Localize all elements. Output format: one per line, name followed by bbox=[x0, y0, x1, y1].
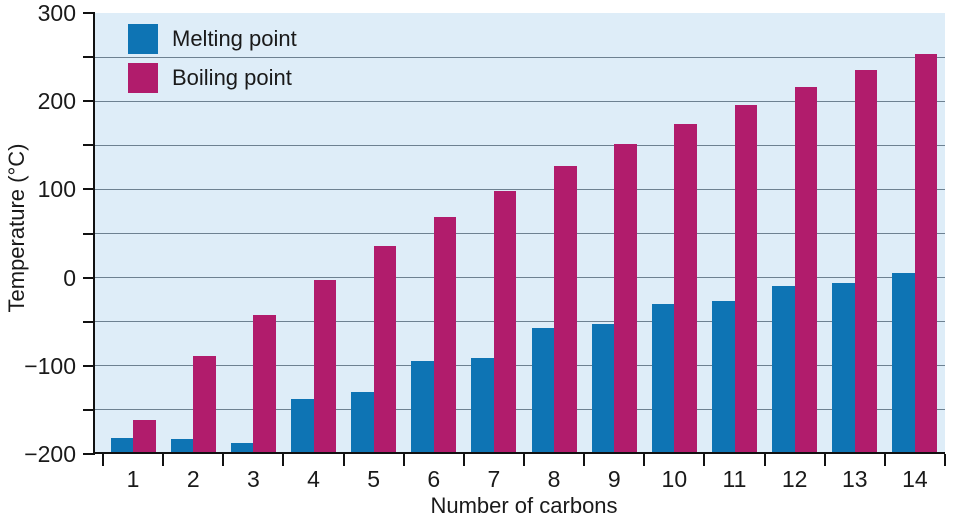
gridline bbox=[95, 56, 945, 58]
y-tick-label: −100 bbox=[24, 352, 76, 379]
x-tick-label: 9 bbox=[607, 466, 621, 492]
x-tick-label: 10 bbox=[661, 466, 688, 492]
y-tick-mark bbox=[83, 188, 95, 191]
gridline bbox=[95, 100, 945, 102]
x-tick-label: 6 bbox=[427, 466, 441, 492]
y-tick-mark bbox=[83, 144, 95, 147]
x-tick-label: 2 bbox=[186, 466, 200, 492]
bar-melting-point bbox=[351, 392, 374, 454]
x-tick-mark bbox=[402, 454, 405, 466]
gridline bbox=[95, 277, 945, 279]
bar-melting-point bbox=[772, 286, 795, 454]
x-tick-mark bbox=[583, 454, 586, 466]
bar-boiling-point bbox=[193, 356, 216, 454]
bar-melting-point bbox=[712, 300, 735, 454]
y-axis-line bbox=[93, 13, 95, 454]
y-axis-title: Temperature (°C) bbox=[4, 143, 29, 313]
bar-melting-point bbox=[651, 304, 675, 454]
x-axis-title: Number of carbons bbox=[430, 493, 618, 518]
legend-label-melting-point: Melting point bbox=[172, 26, 297, 51]
bar-boiling-point bbox=[914, 53, 938, 454]
y-tick-mark bbox=[83, 320, 95, 323]
bar-boiling-point bbox=[614, 144, 637, 454]
x-tick-mark bbox=[282, 454, 285, 466]
gridline bbox=[95, 365, 945, 367]
x-tick-mark bbox=[102, 454, 104, 466]
x-tick-mark bbox=[462, 454, 465, 466]
bar-boiling-point bbox=[373, 245, 397, 454]
x-tick-label: 3 bbox=[246, 466, 260, 492]
y-tick-mark bbox=[83, 408, 95, 411]
bar-melting-point bbox=[291, 399, 314, 454]
x-tick-label: 8 bbox=[547, 466, 561, 492]
bar-melting-point bbox=[230, 443, 254, 454]
bar-boiling-point bbox=[674, 124, 697, 454]
x-tick-mark bbox=[222, 454, 225, 466]
bar-boiling-point bbox=[854, 70, 878, 454]
bar-melting-point bbox=[591, 324, 615, 454]
x-tick-mark bbox=[342, 454, 345, 466]
y-tick-label: 200 bbox=[37, 88, 76, 115]
x-tick-label: 13 bbox=[841, 466, 868, 492]
y-tick-mark bbox=[83, 364, 95, 367]
y-tick-label: 100 bbox=[37, 176, 76, 203]
x-tick-label: 1 bbox=[126, 466, 140, 492]
bar-melting-point bbox=[832, 282, 855, 454]
gridline bbox=[95, 409, 945, 411]
y-tick-mark bbox=[83, 12, 95, 14]
bar-boiling-point bbox=[794, 87, 818, 454]
x-tick-mark bbox=[883, 454, 886, 466]
x-tick-mark bbox=[162, 454, 165, 466]
bar-melting-point bbox=[110, 438, 134, 454]
legend-item-boiling-point: Boiling point bbox=[128, 63, 297, 93]
bar-boiling-point bbox=[433, 216, 457, 454]
x-tick-mark bbox=[643, 454, 646, 466]
legend-label-boiling-point: Boiling point bbox=[172, 65, 292, 90]
bar-melting-point bbox=[170, 439, 194, 454]
x-tick-label: 11 bbox=[722, 466, 747, 492]
bar-melting-point bbox=[471, 357, 494, 454]
bar-melting-point bbox=[411, 361, 434, 454]
bar-boiling-point bbox=[554, 166, 577, 454]
bar-melting-point bbox=[892, 273, 915, 454]
x-tick-label: 7 bbox=[487, 466, 501, 492]
bar-boiling-point bbox=[253, 314, 276, 454]
y-tick-mark bbox=[83, 232, 95, 235]
legend: Melting point Boiling point bbox=[128, 24, 297, 102]
x-tick-label: 12 bbox=[781, 466, 808, 492]
x-axis-line bbox=[93, 452, 945, 454]
bar-boiling-point bbox=[133, 420, 156, 454]
y-tick-mark bbox=[83, 276, 95, 279]
x-tick-label: 4 bbox=[307, 466, 320, 492]
bar-boiling-point bbox=[493, 191, 517, 454]
x-tick-mark bbox=[523, 454, 525, 466]
gridline bbox=[95, 144, 945, 146]
x-tick-mark bbox=[763, 454, 766, 466]
x-tick-label: 14 bbox=[902, 466, 928, 492]
y-tick-label: −200 bbox=[24, 441, 76, 467]
y-tick-mark bbox=[83, 56, 95, 59]
y-tick-mark bbox=[83, 100, 95, 103]
gridline bbox=[95, 188, 945, 190]
y-tick-mark bbox=[83, 453, 95, 455]
gridline bbox=[95, 321, 945, 323]
boiling-point-swatch bbox=[128, 63, 158, 93]
y-tick-label: 0 bbox=[63, 264, 76, 291]
x-tick-mark bbox=[703, 454, 706, 466]
gridline bbox=[95, 233, 945, 234]
x-tick-label: 5 bbox=[367, 466, 381, 492]
bar-boiling-point bbox=[734, 104, 757, 454]
bar-boiling-point bbox=[313, 280, 336, 454]
y-tick-label: 300 bbox=[37, 0, 76, 26]
x-tick-mark bbox=[823, 454, 826, 466]
x-tick-mark bbox=[944, 454, 946, 466]
legend-item-melting-point: Melting point bbox=[128, 24, 297, 54]
bar-melting-point bbox=[531, 327, 555, 454]
melting-point-swatch bbox=[128, 24, 158, 54]
